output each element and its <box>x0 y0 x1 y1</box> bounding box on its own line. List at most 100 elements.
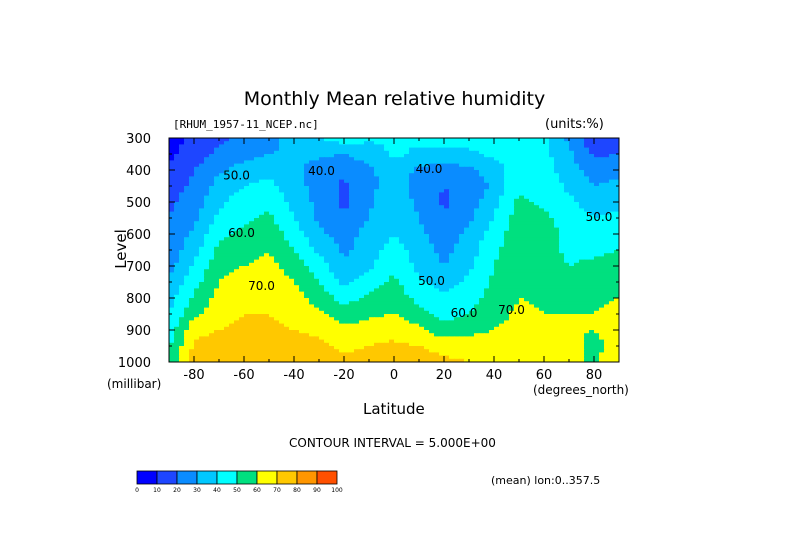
heatmap-cell <box>599 282 605 286</box>
heatmap-cell <box>589 163 595 168</box>
heatmap-cell <box>494 262 500 267</box>
heatmap-cell <box>174 170 180 174</box>
heatmap-cell <box>234 298 240 302</box>
heatmap-cell <box>484 147 490 152</box>
heatmap-cell <box>434 262 440 267</box>
heatmap-cell <box>374 301 380 305</box>
heatmap-cell <box>529 205 535 209</box>
heatmap-cell <box>259 310 265 315</box>
heatmap-cell <box>364 166 370 171</box>
heatmap-cell <box>459 294 465 299</box>
heatmap-cell <box>384 246 390 251</box>
heatmap-cell <box>334 282 340 286</box>
heatmap-cell <box>364 218 370 222</box>
heatmap-cell <box>184 144 190 149</box>
heatmap-cell <box>209 147 215 152</box>
heatmap-cell <box>434 202 440 206</box>
heatmap-cell <box>584 157 590 161</box>
heatmap-cell <box>339 186 345 190</box>
heatmap-cell <box>594 144 600 149</box>
heatmap-cell <box>539 170 545 174</box>
heatmap-cell <box>204 227 210 232</box>
heatmap-cell <box>224 301 230 305</box>
heatmap-cell <box>554 224 560 229</box>
heatmap-cell <box>544 298 550 302</box>
heatmap-cell <box>199 192 205 197</box>
heatmap-cell <box>324 246 330 251</box>
heatmap-cell <box>274 214 280 219</box>
heatmap-cell <box>324 205 330 209</box>
heatmap-cell <box>459 160 465 165</box>
heatmap-cell <box>544 243 550 248</box>
heatmap-cell <box>259 221 265 225</box>
heatmap-cell <box>394 173 400 177</box>
heatmap-cell <box>319 278 325 283</box>
heatmap-cell <box>174 285 180 289</box>
heatmap-cell <box>374 141 380 145</box>
heatmap-cell <box>484 266 490 270</box>
heatmap-cell <box>524 291 530 296</box>
heatmap-cell <box>194 202 200 206</box>
heatmap-cell <box>599 230 605 235</box>
heatmap-cell <box>234 227 240 232</box>
heatmap-cell <box>509 304 515 309</box>
heatmap-cell <box>239 304 245 309</box>
heatmap-cell <box>359 269 365 273</box>
heatmap-cell <box>309 147 315 152</box>
heatmap-cell <box>404 256 410 261</box>
heatmap-cell <box>504 275 510 280</box>
heatmap-cell <box>554 147 560 152</box>
heatmap-cell <box>384 186 390 190</box>
heatmap-cell <box>409 195 415 200</box>
heatmap-cell <box>249 182 255 187</box>
heatmap-cell <box>494 291 500 296</box>
heatmap-cell <box>484 144 490 149</box>
heatmap-cell <box>419 259 425 264</box>
heatmap-cell <box>234 150 240 155</box>
heatmap-cell <box>214 179 220 184</box>
heatmap-cell <box>589 141 595 145</box>
heatmap-cell <box>329 301 335 305</box>
heatmap-cell <box>354 182 360 187</box>
heatmap-cell <box>604 166 610 171</box>
heatmap-cell <box>329 182 335 187</box>
heatmap-cell <box>494 205 500 209</box>
heatmap-cell <box>444 154 450 158</box>
heatmap-cell <box>184 259 190 264</box>
heatmap-cell <box>379 147 385 152</box>
heatmap-cell <box>394 214 400 219</box>
heatmap-cell <box>254 282 260 286</box>
heatmap-cell <box>209 221 215 225</box>
heatmap-cell <box>469 253 475 257</box>
heatmap-cell <box>229 262 235 267</box>
heatmap-cell <box>589 195 595 200</box>
heatmap-cell <box>194 157 200 161</box>
heatmap-cell <box>279 301 285 305</box>
heatmap-cell <box>564 166 570 171</box>
heatmap-cell <box>234 275 240 280</box>
heatmap-cell <box>579 224 585 229</box>
heatmap-cell <box>284 205 290 209</box>
heatmap-cell <box>504 214 510 219</box>
heatmap-cell <box>594 208 600 213</box>
heatmap-cell <box>559 157 565 161</box>
heatmap-cell <box>499 205 505 209</box>
heatmap-cell <box>479 147 485 152</box>
heatmap-cell <box>369 227 375 232</box>
heatmap-cell <box>214 186 220 190</box>
heatmap-cell <box>169 150 175 155</box>
heatmap-cell <box>469 240 475 245</box>
heatmap-cell <box>574 144 580 149</box>
heatmap-cell <box>509 230 515 235</box>
heatmap-cell <box>259 304 265 309</box>
heatmap-cell <box>559 224 565 229</box>
heatmap-cell <box>389 314 395 318</box>
heatmap-cell <box>239 294 245 299</box>
heatmap-cell <box>439 298 445 302</box>
heatmap-cell <box>469 163 475 168</box>
heatmap-cell <box>364 272 370 277</box>
heatmap-cell <box>244 262 250 267</box>
heatmap-cell <box>374 282 380 286</box>
heatmap-cell <box>289 221 295 225</box>
heatmap-cell <box>574 259 580 264</box>
